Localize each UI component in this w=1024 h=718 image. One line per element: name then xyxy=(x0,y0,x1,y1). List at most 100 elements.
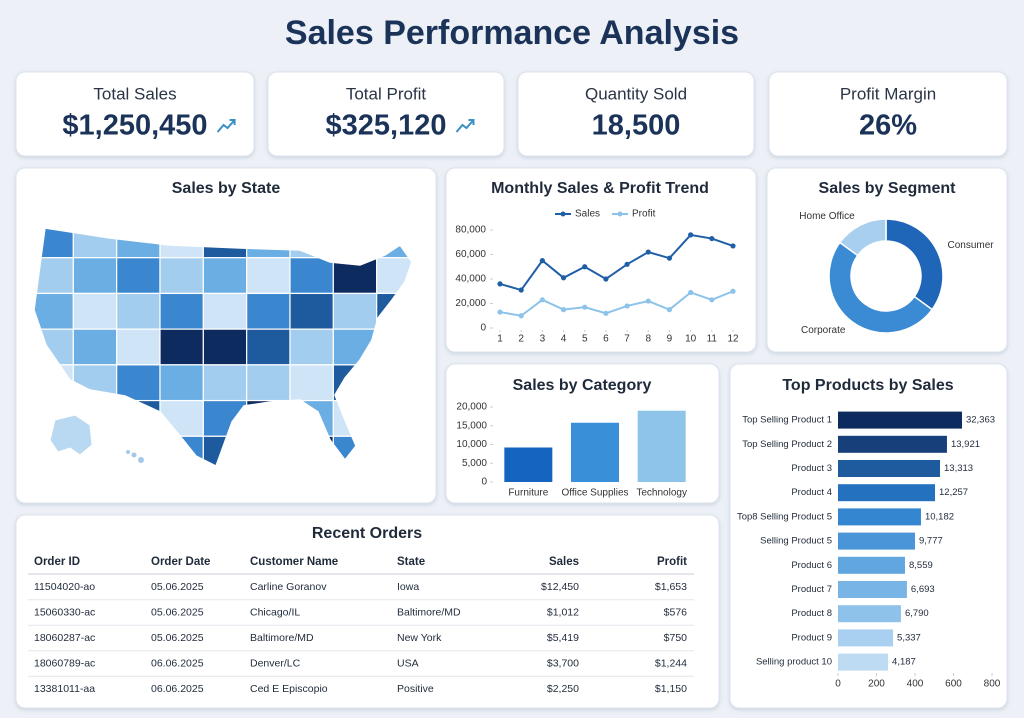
table-cell: 13381011-aa xyxy=(34,683,95,695)
table-cell: USA xyxy=(397,657,419,669)
table-cell: Baltimore/MD xyxy=(397,606,461,618)
map-region xyxy=(72,257,118,295)
value-label: 6,790 xyxy=(905,608,929,619)
x-tick-label: 800 xyxy=(984,679,1001,690)
data-point xyxy=(730,288,736,294)
bar xyxy=(838,411,962,429)
table-cell: 05.06.2025 xyxy=(151,581,204,593)
bar xyxy=(838,435,947,453)
bar xyxy=(838,629,894,647)
y-tick-label: Top Selling Product 2 xyxy=(742,439,832,450)
table-cell: 15060330-ac xyxy=(34,606,95,618)
bar xyxy=(838,460,941,477)
y-tick-label: Product 9 xyxy=(791,632,832,643)
data-point xyxy=(666,255,673,261)
bar xyxy=(838,532,915,550)
slice-label: Home Office xyxy=(799,211,855,222)
data-point xyxy=(518,287,524,293)
series-line xyxy=(499,233,734,292)
kpi-label: Total Sales xyxy=(93,84,176,103)
map-region xyxy=(202,257,248,295)
table-cell: Positive xyxy=(397,683,434,695)
legend-label: Profit xyxy=(632,209,656,220)
map-region xyxy=(246,328,291,366)
map-region xyxy=(289,364,334,402)
kpi-value: 26% xyxy=(859,110,917,142)
map-region xyxy=(72,328,118,366)
slice-label: Consumer xyxy=(947,240,994,251)
y-tick-label: 20,000 xyxy=(455,298,486,309)
map-region xyxy=(246,364,291,402)
y-tick-label: 10,000 xyxy=(456,439,487,450)
x-tick-label: 7 xyxy=(624,334,630,345)
hawaii xyxy=(126,450,144,463)
card xyxy=(15,514,720,709)
table-cell: 05.06.2025 xyxy=(151,632,204,644)
bar xyxy=(838,581,907,598)
table-cell: $2,250 xyxy=(547,683,579,695)
map-region xyxy=(289,292,334,330)
table-cell: $1,150 xyxy=(655,683,687,695)
table-title: Recent Orders xyxy=(312,525,422,542)
map-outline xyxy=(33,227,413,468)
table-cell: Chicago/IL xyxy=(250,606,300,618)
y-tick-label: 80,000 xyxy=(455,225,486,236)
y-tick-label: Product 3 xyxy=(791,463,832,474)
bar xyxy=(838,484,936,502)
data-point xyxy=(497,309,503,315)
card xyxy=(766,167,1008,353)
x-tick-label: Furniture xyxy=(508,488,548,499)
map-region xyxy=(246,257,291,295)
y-tick-label: 60,000 xyxy=(455,249,486,260)
table-cell: 05.06.2025 xyxy=(151,606,204,618)
y-tick-label: 20,000 xyxy=(456,402,487,413)
table-cell: $1,653 xyxy=(655,581,687,593)
y-tick-label: Product 4 xyxy=(791,487,832,498)
value-label: 13,921 xyxy=(951,439,980,450)
data-point xyxy=(624,303,630,309)
chart-title: Monthly Sales & Profit Trend xyxy=(491,180,709,197)
value-label: 32,363 xyxy=(966,415,995,426)
legend-marker xyxy=(617,211,623,217)
map-region xyxy=(246,292,291,330)
x-tick-label: 1 xyxy=(497,334,503,345)
map-region xyxy=(116,292,161,330)
trend-icon xyxy=(455,119,475,133)
value-label: 12,257 xyxy=(939,487,968,498)
card xyxy=(768,71,1008,157)
table-cell: $5,419 xyxy=(547,632,579,644)
x-tick-label: 11 xyxy=(707,334,718,345)
x-tick-label: 400 xyxy=(907,679,924,690)
y-tick-label: Top Selling Product 1 xyxy=(742,415,832,426)
x-tick-label: 6 xyxy=(603,334,609,345)
y-tick-label: Selling product 10 xyxy=(756,657,832,668)
table-cell: 06.06.2025 xyxy=(151,683,204,695)
column-header: Order ID xyxy=(34,556,80,568)
data-point xyxy=(688,289,694,296)
table-cell: Iowa xyxy=(397,581,419,593)
data-point xyxy=(730,243,736,249)
kpi-value: $1,250,450 xyxy=(62,110,207,142)
bar xyxy=(637,410,686,482)
bar xyxy=(838,605,901,623)
chart-title: Sales by Category xyxy=(513,377,652,394)
data-point xyxy=(666,307,673,313)
kpi-value: $325,120 xyxy=(326,110,447,142)
data-point xyxy=(518,313,524,319)
page-title: Sales Performance Analysis xyxy=(285,14,739,52)
chart-title: Sales by Segment xyxy=(819,180,957,197)
x-tick-label: 8 xyxy=(645,334,651,345)
data-point xyxy=(539,258,545,264)
trend-icon xyxy=(216,119,236,133)
y-tick-label: Product 7 xyxy=(791,584,832,595)
map-region xyxy=(202,292,248,330)
map-region xyxy=(159,328,204,366)
bar xyxy=(571,422,619,482)
y-tick-label: Selling Product 5 xyxy=(760,536,832,547)
value-label: 9,777 xyxy=(919,536,943,547)
trend-icon-head xyxy=(468,119,475,125)
table-cell: $576 xyxy=(664,606,688,618)
x-tick-label: Technology xyxy=(636,488,687,499)
data-point xyxy=(624,261,630,267)
table-cell: Baltimore/MD xyxy=(250,632,314,644)
